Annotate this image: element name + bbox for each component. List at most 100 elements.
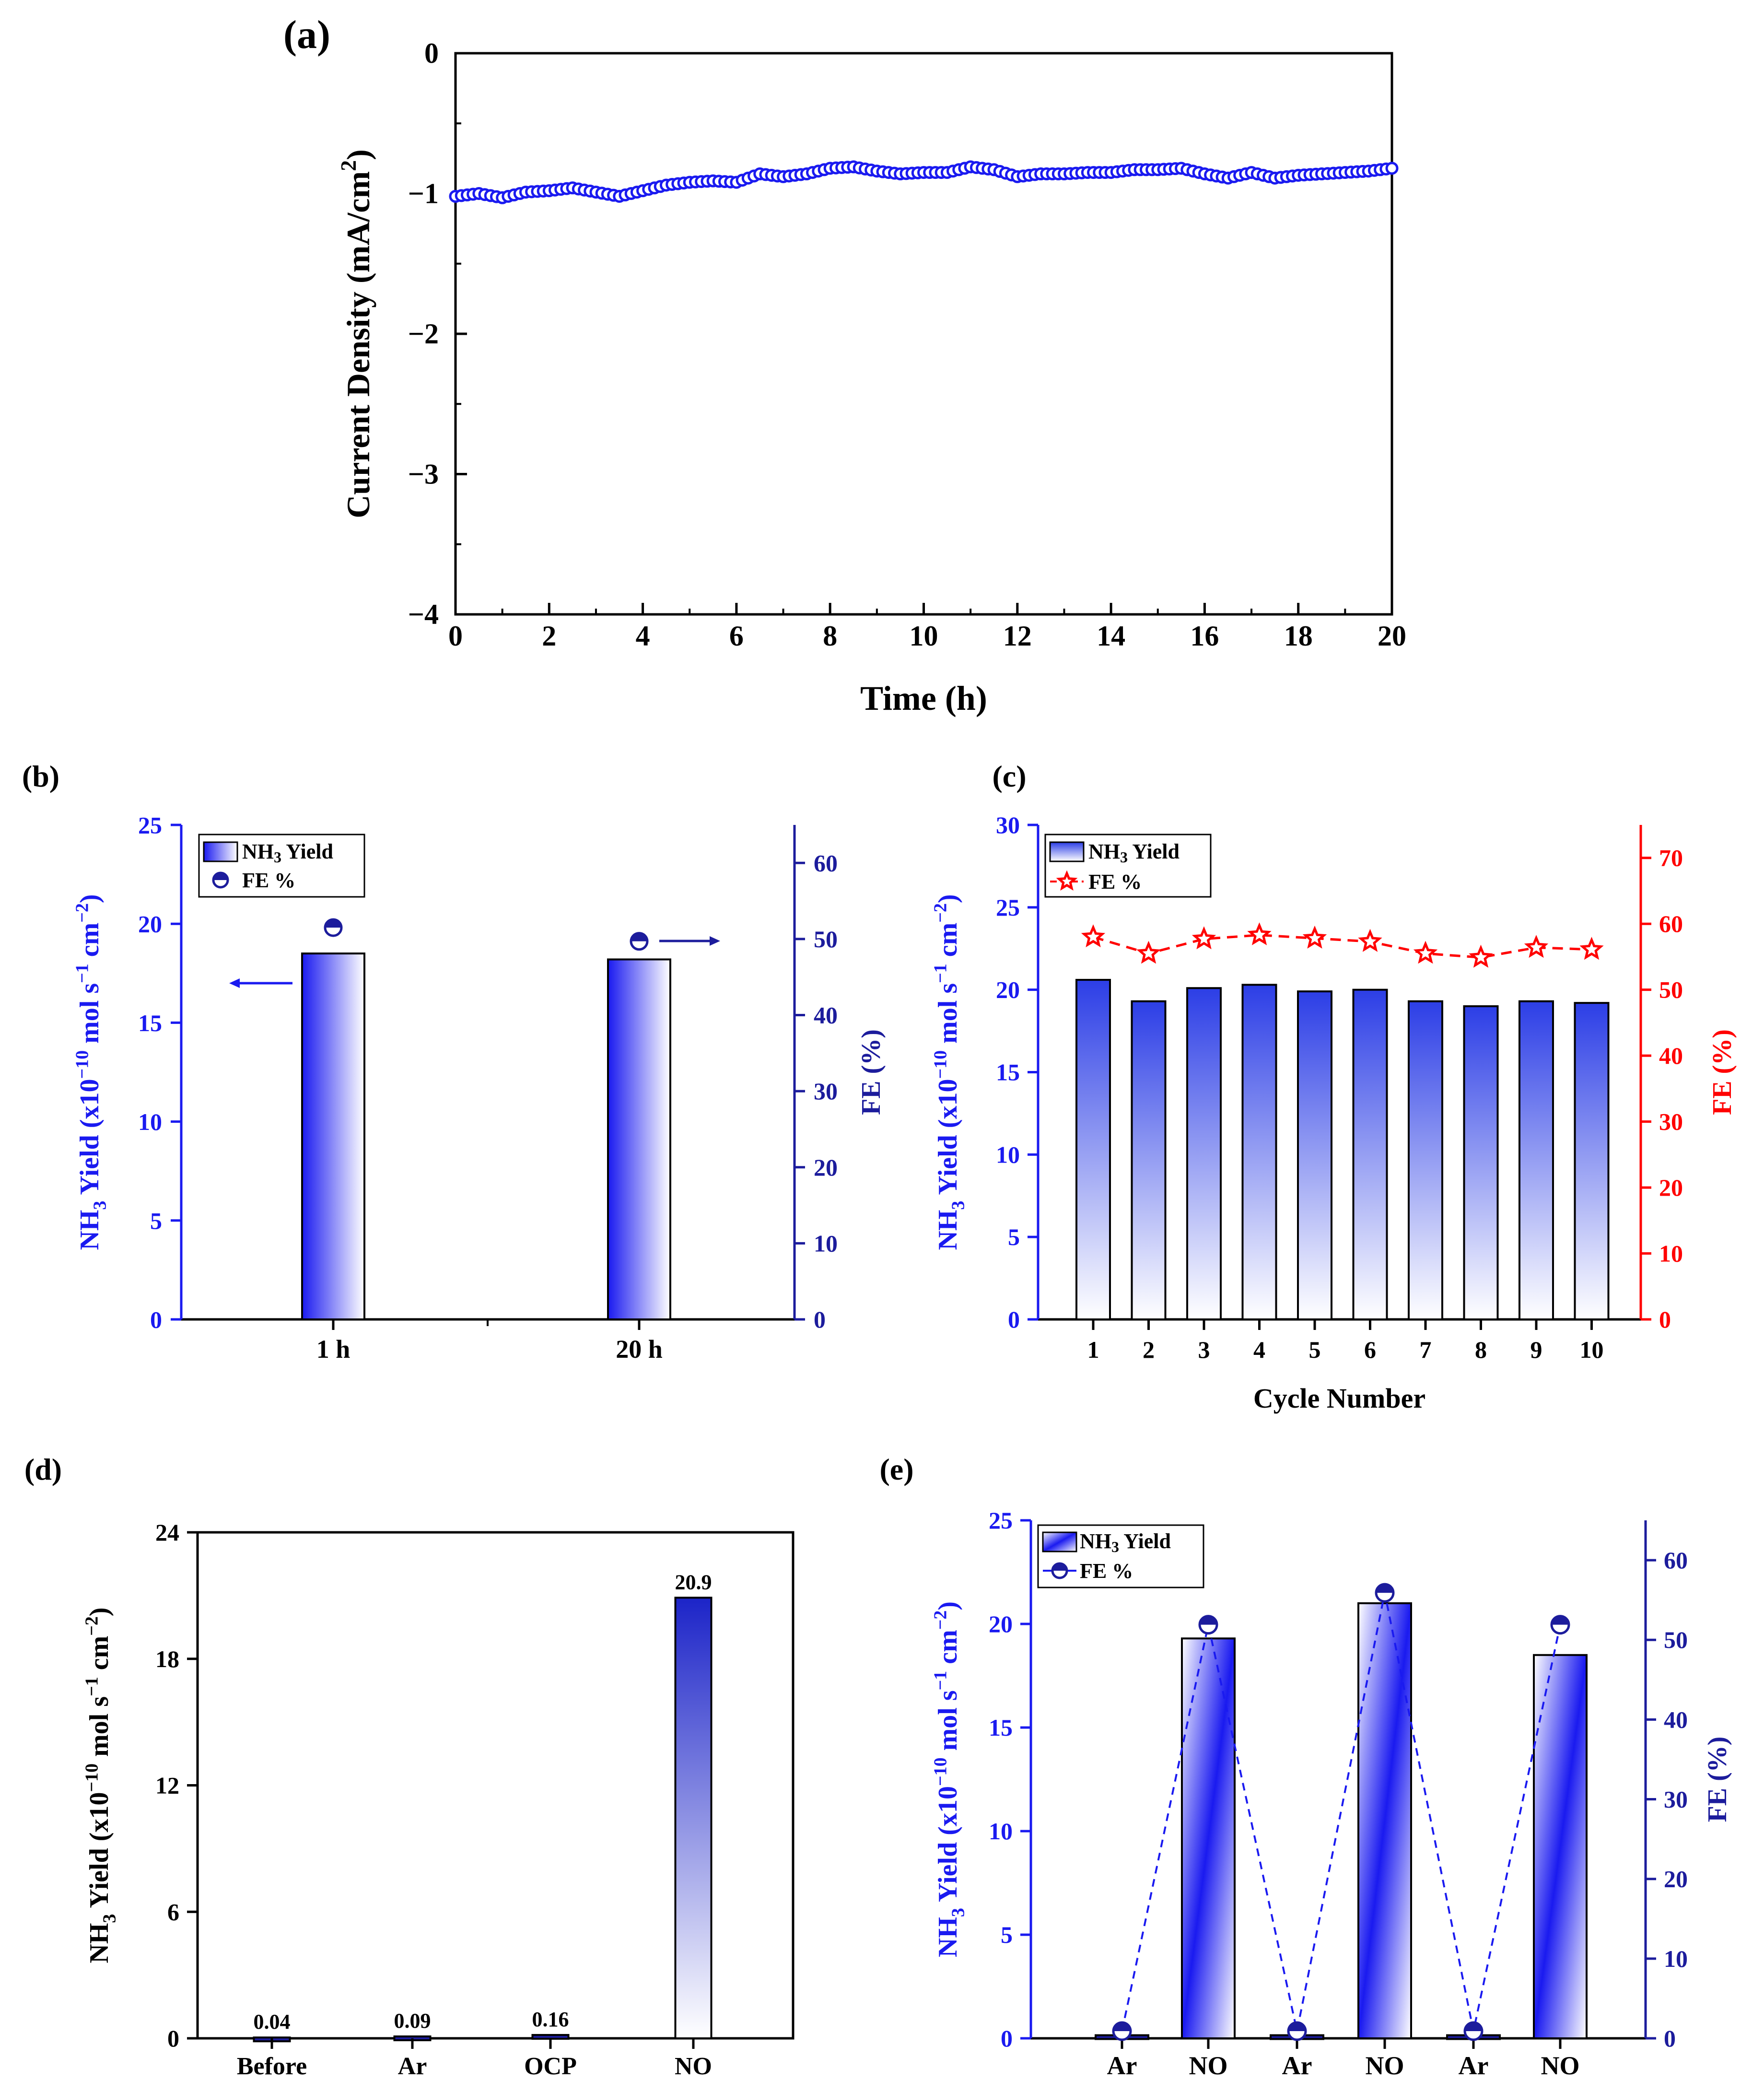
bar xyxy=(1131,1000,1167,1321)
y-axis-label-text: NH3 Yield (x10−10 mol s−1 cm−2) xyxy=(931,1601,969,1957)
y2-tick-label: 10 xyxy=(814,1230,838,1257)
x-tick-label: OCP xyxy=(524,2053,577,2080)
bar xyxy=(607,958,671,1320)
y-tick-label: 10 xyxy=(989,1818,1013,1845)
y-tick-label: 0 xyxy=(424,37,439,69)
bar xyxy=(1241,984,1277,1320)
panel-a: (a) 0 2 4 6 8 10 12 14 16 18 20 0 −1 −2 −3 −4 Time (h) Cur… xyxy=(283,12,1406,717)
y-tick-label: 18 xyxy=(155,1646,179,1672)
x-tick-label: 7 xyxy=(1420,1336,1432,1363)
legend: NH3 Yield FE % xyxy=(198,834,365,898)
legend: NH3 Yield FE % xyxy=(1037,1524,1204,1588)
y2-tick-label: 40 xyxy=(1659,1042,1683,1069)
y-axis-label: NH3 Yield (x10−10 mol s−1 cm−2) xyxy=(82,1607,120,1963)
arrow-left-head xyxy=(229,978,240,988)
bar xyxy=(1352,988,1388,1321)
legend-yield-label: NH3 Yield xyxy=(242,840,333,866)
fe-marker xyxy=(1375,1583,1395,1603)
y-tick-label: 10 xyxy=(138,1108,162,1135)
x-tick-label: 20 h xyxy=(616,1335,663,1364)
y2-tick-label: 30 xyxy=(814,1078,838,1105)
y2-tick-label: 50 xyxy=(1664,1626,1688,1653)
y-tick-label: 20 xyxy=(989,1611,1013,1637)
y2-tick-label: 40 xyxy=(814,1002,838,1029)
y-tick-label: 15 xyxy=(989,1714,1013,1741)
legend-yield-label: NH3 Yield xyxy=(1080,1529,1171,1555)
y-axis-label: NH3 Yield (x10−10 mol s−1 cm−2) xyxy=(931,894,969,1250)
panel-b: (b) 0 5 10 15 20 25 0 10 20 30 40 50 60 1 h 20 h NH3 Yie… xyxy=(22,759,886,1364)
y-axis-label-text: Current Density (mA/cm2) xyxy=(336,149,376,518)
y-tick-label: 0 xyxy=(1008,1306,1020,1333)
panel-d: (d) 0 6 12 18 24 Before 0.04 Ar 0.09 OCP 0.16 NO 20.9 xyxy=(24,1452,794,2080)
legend-bar-swatch xyxy=(1042,1531,1077,1552)
y-tick-label: 15 xyxy=(138,1010,162,1036)
bar xyxy=(674,1597,713,2039)
x-tick-label: 1 h xyxy=(316,1335,350,1364)
y2-tick-label: 20 xyxy=(1664,1866,1688,1893)
legend-fe-label: FE % xyxy=(242,869,295,892)
x-tick-label: 14 xyxy=(1097,620,1125,652)
bar xyxy=(1519,1000,1554,1321)
legend: NH3 Yield FE % xyxy=(1044,834,1212,898)
legend-bar-swatch xyxy=(203,841,238,862)
fe-marker xyxy=(1469,944,1493,968)
x-tick-label: 4 xyxy=(636,620,650,652)
y2-axis-label-text: FE (%) xyxy=(1707,1029,1737,1115)
x-tick-label: Before xyxy=(237,2053,307,2080)
legend-bar-swatch xyxy=(1049,841,1085,862)
y2-tick-label: 40 xyxy=(1664,1706,1688,1733)
x-tick-label: 10 xyxy=(1580,1336,1604,1363)
y-tick-label: 24 xyxy=(155,1519,179,1546)
panel-c: (c) 0 5 10 15 20 25 30 0 10 20 30 40 50 60 70 1 2 3 4 5 6 7 8 9 1… xyxy=(992,759,1737,1414)
data-label: 0.09 xyxy=(394,2009,431,2033)
legend-fe-label: FE % xyxy=(1080,1559,1133,1583)
bar xyxy=(1297,990,1332,1320)
y-tick-label: 20 xyxy=(138,911,162,938)
fe-line xyxy=(1093,934,1592,959)
x-tick-label: NO xyxy=(1541,2051,1580,2080)
x-tick-label: Ar xyxy=(1282,2051,1312,2080)
y2-tick-label: 60 xyxy=(814,849,838,876)
y-tick-label: 25 xyxy=(996,894,1020,921)
y-tick-label: −4 xyxy=(408,599,439,630)
x-tick-label: 4 xyxy=(1253,1336,1265,1363)
panel-label: (a) xyxy=(283,12,330,57)
y2-tick-label: 20 xyxy=(1659,1174,1683,1201)
fe-marker xyxy=(1112,2021,1132,2041)
panel-label: (c) xyxy=(992,759,1026,793)
y-tick-label: 25 xyxy=(138,812,162,839)
x-tick-label: Ar xyxy=(398,2053,427,2080)
bar xyxy=(1075,979,1111,1320)
fe-marker xyxy=(1463,2021,1484,2041)
fe-marker xyxy=(1358,929,1382,952)
x-tick-label: 3 xyxy=(1198,1336,1210,1363)
data-label: 20.9 xyxy=(675,1570,712,1594)
fe-marker xyxy=(1550,1615,1570,1635)
y2-axis-label: FE (%) xyxy=(856,1029,886,1115)
x-tick-label: 2 xyxy=(1143,1336,1155,1363)
bar xyxy=(1533,1654,1588,2040)
y-axis-label: NH3 Yield (x10−10 mol s−1 cm−2) xyxy=(931,1601,969,1957)
bar xyxy=(301,952,365,1321)
y2-axis-label: FE (%) xyxy=(1707,1029,1737,1115)
x-tick-label: 6 xyxy=(1364,1336,1376,1363)
fe-marker xyxy=(1287,2021,1307,2041)
x-tick-label: NO xyxy=(675,2053,712,2080)
x-tick-label: 0 xyxy=(448,620,463,652)
y-tick-label: 0 xyxy=(150,1306,162,1333)
y-axis-label-text: NH3 Yield (x10−10 mol s−1 cm−2) xyxy=(82,1607,120,1963)
bar xyxy=(1357,1602,1412,2040)
fe-marker xyxy=(1198,1615,1218,1635)
y-tick-label: 5 xyxy=(150,1207,162,1234)
y-axis-label: NH3 Yield (x10−10 mol s−1 cm−2) xyxy=(72,894,110,1250)
x-tick-label: NO xyxy=(1366,2051,1404,2080)
y-tick-label: 15 xyxy=(996,1059,1020,1086)
bar xyxy=(531,2034,570,2040)
x-axis-label: Cycle Number xyxy=(1253,1383,1425,1414)
legend-fe-swatch xyxy=(212,871,229,889)
x-tick-label: Ar xyxy=(1459,2051,1489,2080)
x-tick-label: 20 xyxy=(1378,620,1406,652)
y2-axis-label: FE (%) xyxy=(1703,1737,1732,1822)
y-tick-label: 0 xyxy=(167,2025,179,2052)
